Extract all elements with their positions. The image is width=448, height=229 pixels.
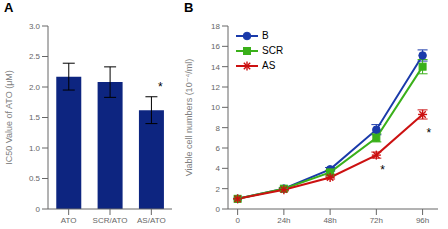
- svg-text:96h: 96h: [416, 216, 429, 225]
- svg-text:0: 0: [235, 216, 240, 225]
- svg-text:18: 18: [211, 22, 220, 31]
- svg-text:Viable cell numbers (10⁻⁴/ml): Viable cell numbers (10⁻⁴/ml): [184, 59, 194, 177]
- svg-text:24h: 24h: [277, 216, 290, 225]
- svg-text:14: 14: [211, 63, 220, 72]
- svg-text:1.0: 1.0: [29, 144, 41, 153]
- svg-text:1.5: 1.5: [29, 113, 41, 122]
- svg-text:4: 4: [216, 164, 221, 173]
- svg-text:AS/ATO: AS/ATO: [137, 216, 166, 225]
- svg-text:2: 2: [216, 185, 221, 194]
- svg-text:ATO: ATO: [61, 216, 77, 225]
- svg-text:8: 8: [216, 124, 221, 133]
- html-text:B: B: [184, 0, 194, 15]
- svg-text:*: *: [158, 80, 163, 94]
- svg-text:IC50 Value of ATO (μM): IC50 Value of ATO (μM): [8, 70, 14, 165]
- svg-text:SCR/ATO: SCR/ATO: [93, 216, 128, 225]
- svg-text:72h: 72h: [370, 216, 383, 225]
- svg-text:0: 0: [36, 205, 41, 214]
- svg-text:0.5: 0.5: [29, 174, 41, 183]
- svg-text:*: *: [380, 163, 385, 177]
- html-text:AS: AS: [262, 59, 276, 71]
- svg-text:10: 10: [211, 103, 220, 112]
- svg-text:2.5: 2.5: [29, 52, 41, 61]
- html-text:B: B: [262, 29, 269, 41]
- svg-text:3.0: 3.0: [29, 22, 41, 31]
- svg-text:*: *: [427, 126, 432, 140]
- svg-text:2.0: 2.0: [29, 83, 41, 92]
- html-text:A: A: [4, 0, 14, 15]
- svg-text:6: 6: [216, 144, 221, 153]
- svg-text:48h: 48h: [323, 216, 336, 225]
- html-text:SCR: SCR: [262, 44, 284, 56]
- svg-text:12: 12: [211, 83, 220, 92]
- svg-text:16: 16: [211, 42, 220, 51]
- svg-text:0: 0: [216, 205, 221, 214]
